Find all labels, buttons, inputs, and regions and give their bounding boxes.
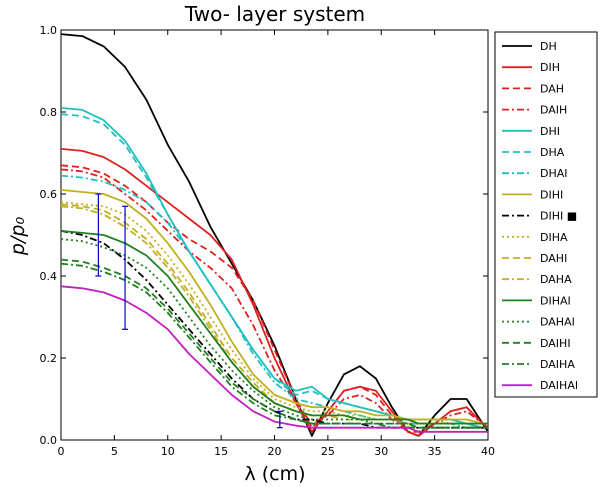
errorbar-layer bbox=[95, 193, 283, 429]
x-tick-label-2: 10 bbox=[161, 445, 175, 458]
legend-label-2: DAH bbox=[540, 82, 564, 95]
x-tick-label-0: 0 bbox=[58, 445, 65, 458]
series-line-13 bbox=[60, 238, 488, 425]
y-tick-label-4: 0.8 bbox=[40, 106, 58, 119]
series-line-7 bbox=[60, 189, 488, 425]
x-tick-label-7: 35 bbox=[428, 445, 442, 458]
series-line-8 bbox=[60, 230, 488, 429]
legend-label-14: DAIHI bbox=[540, 337, 571, 350]
series-line-15 bbox=[60, 262, 488, 429]
legend-label-0: DH bbox=[540, 40, 557, 53]
series-layer bbox=[60, 33, 489, 437]
legend-label-8: DIHI ■ bbox=[540, 210, 577, 223]
y-tick-label-1: 0.2 bbox=[40, 352, 58, 365]
legend-label-10: DAHI bbox=[540, 252, 567, 265]
series-line-12 bbox=[60, 230, 488, 425]
y-axis-label: p/p₀ bbox=[7, 217, 29, 257]
x-tick-label-8: 40 bbox=[481, 445, 495, 458]
plot-area: 0 5 10 15 20 25 30 35 40 0.0 0.2 0.4 0.6 0.8 1.0 bbox=[40, 24, 496, 458]
chart-title: Two- layer system bbox=[184, 2, 365, 26]
x-tick-label-6: 30 bbox=[374, 445, 388, 458]
legend-label-9: DIHA bbox=[540, 231, 568, 244]
y-tick-label-3: 0.6 bbox=[40, 188, 58, 201]
tick-layer: 0 5 10 15 20 25 30 35 40 0.0 0.2 0.4 0.6 0.8 1.0 bbox=[40, 24, 496, 458]
x-tick-label-5: 25 bbox=[321, 445, 335, 458]
x-axis-label: λ (cm) bbox=[244, 463, 305, 485]
series-line-16 bbox=[60, 285, 488, 433]
x-tick-label-1: 5 bbox=[111, 445, 118, 458]
legend-label-5: DHA bbox=[540, 146, 565, 159]
legend-frame bbox=[494, 31, 598, 398]
y-tick-label-5: 1.0 bbox=[40, 24, 58, 37]
y-tick-label-0: 0.0 bbox=[40, 434, 58, 447]
legend-label-7: DIHI bbox=[540, 188, 563, 201]
y-tick-label-2: 0.4 bbox=[40, 270, 58, 283]
x-tick-label-4: 20 bbox=[268, 445, 282, 458]
series-line-0 bbox=[60, 33, 489, 437]
legend-label-11: DAHA bbox=[540, 273, 572, 286]
legend-label-4: DHI bbox=[540, 125, 560, 138]
legend-label-1: DIH bbox=[540, 61, 560, 74]
legend-label-3: DAIH bbox=[540, 104, 567, 117]
legend-label-15: DAIHA bbox=[540, 358, 575, 371]
legend-items: DH DIH DAH DAIH DHI DHA DHAI DIHI DIHI ■ DIHA DAHI… bbox=[502, 40, 578, 392]
x-tick-label-3: 15 bbox=[214, 445, 228, 458]
legend: DH DIH DAH DAIH DHI DHA DHAI DIHI DIHI ■ DIHA DAHI… bbox=[494, 31, 598, 398]
legend-label-16: DAIHAI bbox=[540, 379, 578, 392]
legend-label-13: DAHAI bbox=[540, 316, 575, 329]
legend-label-12: DIHAI bbox=[540, 294, 571, 307]
legend-label-6: DHAI bbox=[540, 167, 568, 180]
